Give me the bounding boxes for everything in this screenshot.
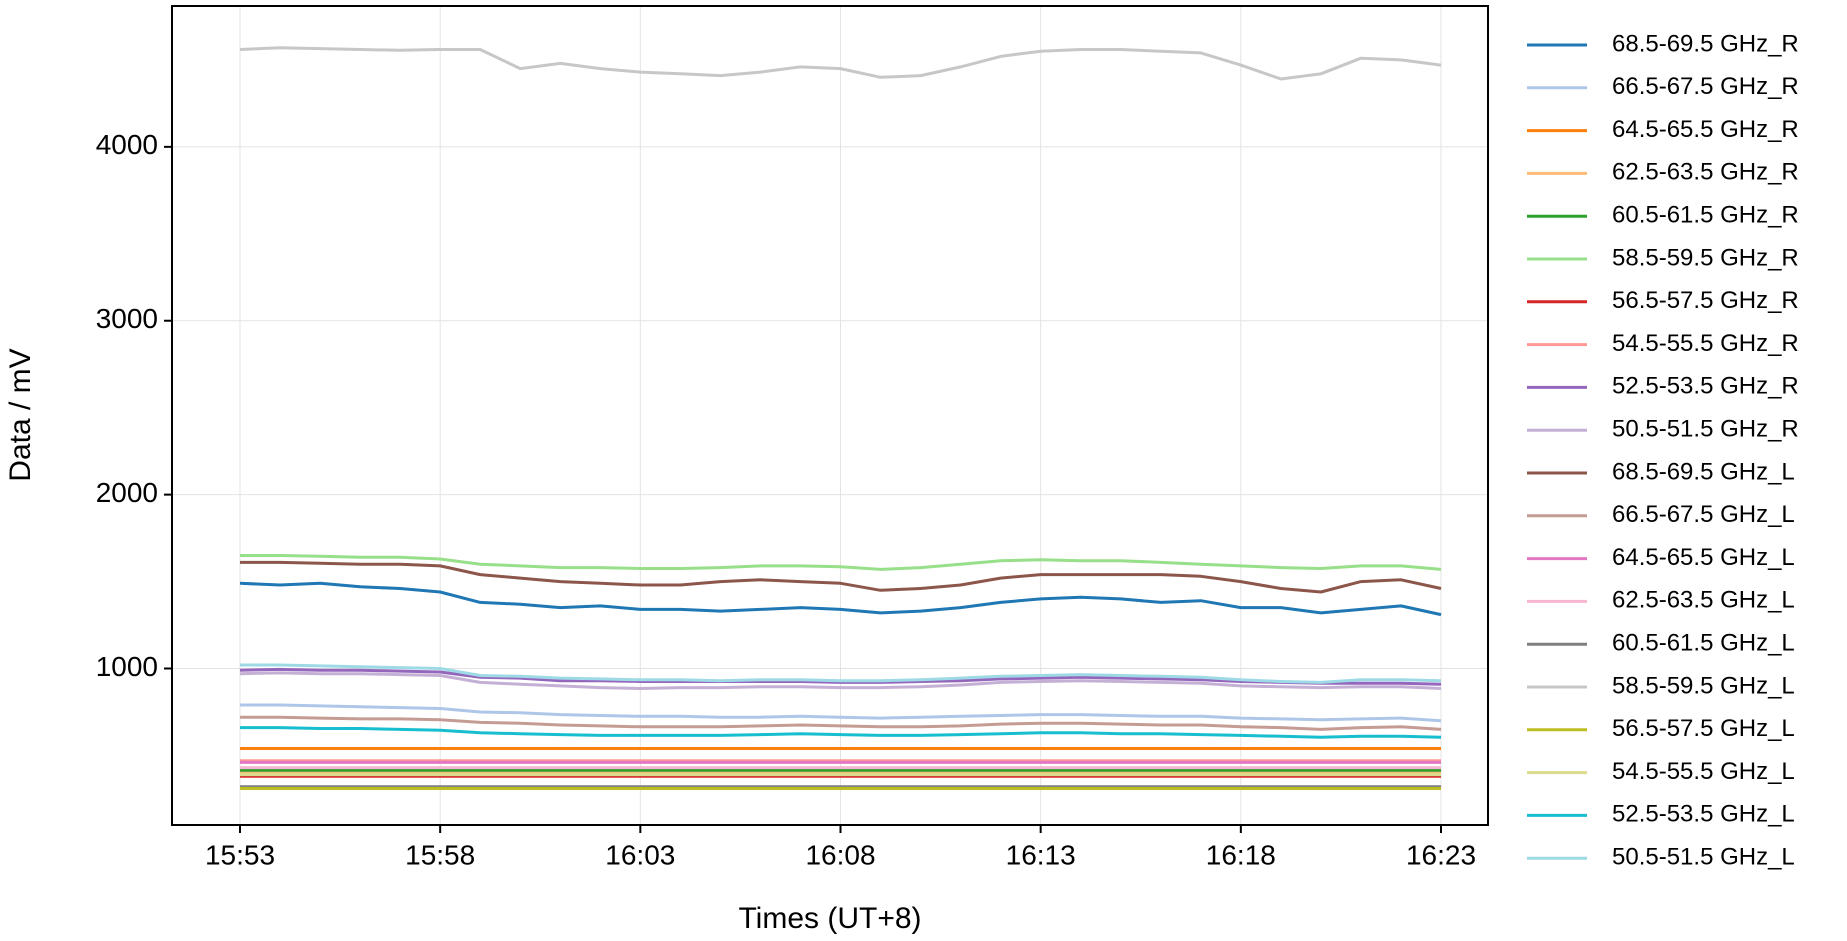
legend-label: 64.5-65.5 GHz_R [1612,116,1799,143]
legend-label: 54.5-55.5 GHz_L [1612,758,1795,785]
legend-label: 64.5-65.5 GHz_L [1612,544,1795,571]
y-tick-label: 3000 [96,303,158,334]
legend-label: 62.5-63.5 GHz_L [1612,587,1795,614]
x-tick-label: 16:03 [605,839,675,870]
legend-label: 52.5-53.5 GHz_R [1612,373,1799,400]
legend-label: 54.5-55.5 GHz_R [1612,330,1799,357]
y-tick-label: 2000 [96,477,158,508]
x-tick-label: 15:53 [205,839,275,870]
legend-label: 56.5-57.5 GHz_R [1612,287,1799,314]
legend-label: 62.5-63.5 GHz_R [1612,159,1799,186]
legend-label: 50.5-51.5 GHz_R [1612,416,1799,443]
series-line [239,667,1442,686]
series-line [240,554,1442,571]
legend-label: 60.5-61.5 GHz_L [1612,630,1795,657]
legend-label: 66.5-67.5 GHz_L [1612,501,1795,528]
y-axis-label: Data / mV [4,348,37,481]
plot-frame [171,5,1489,826]
legend-label: 52.5-53.5 GHz_L [1612,801,1795,828]
legend-label: 58.5-59.5 GHz_L [1612,672,1795,699]
series-line [240,703,1442,723]
series-line [239,671,1442,690]
legend-label: 58.5-59.5 GHz_R [1612,244,1799,271]
x-tick-label: 15:58 [405,839,475,870]
legend-label: 66.5-67.5 GHz_R [1612,73,1799,100]
legend-label: 68.5-69.5 GHz_L [1612,458,1795,485]
y-tick-label: 1000 [96,651,158,682]
series-line [240,726,1442,739]
series-line [239,46,1442,81]
legend-label: 56.5-57.5 GHz_L [1612,715,1795,742]
series-line [240,715,1442,731]
x-tick-label: 16:23 [1406,839,1476,870]
series-line [240,560,1442,594]
x-tick-label: 16:13 [1006,839,1076,870]
legend-label: 68.5-69.5 GHz_R [1612,30,1799,57]
x-axis-label: Times (UT+8) [738,902,921,935]
y-tick-label: 4000 [96,129,158,160]
legend-label: 60.5-61.5 GHz_R [1612,202,1799,229]
series-line [239,581,1442,617]
series-line [240,663,1442,684]
x-tick-label: 16:18 [1206,839,1276,870]
x-tick-label: 16:08 [805,839,875,870]
legend-label: 50.5-51.5 GHz_L [1612,844,1795,871]
